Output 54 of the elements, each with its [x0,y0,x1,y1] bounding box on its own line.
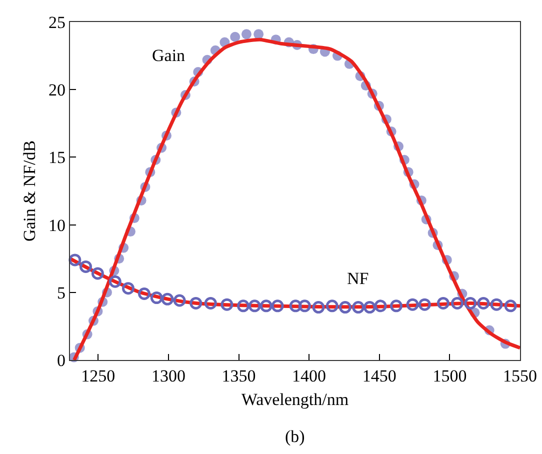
x-tick-label: 1500 [432,366,467,386]
y-tick-label: 0 [57,350,66,370]
y-tick-label: 10 [48,216,66,235]
point [248,300,261,312]
x-tick-label: 1550 [503,366,537,386]
point [80,260,92,273]
point [418,298,431,311]
point [190,296,202,310]
point [477,296,490,310]
y-tick-label: 25 [48,12,66,32]
x-axis-title: Wavelength/nm [241,390,349,409]
point [204,296,217,310]
point [220,298,234,311]
point [68,254,82,266]
point [241,29,252,40]
point [173,294,186,307]
point [464,296,477,310]
y-tick-label: 20 [48,80,66,100]
point [363,301,376,314]
point [490,298,503,311]
y-axis-title: Gain & NF/dB [20,140,40,242]
point [338,301,352,314]
point [504,300,517,312]
point [230,32,240,42]
text: (b) [285,427,305,446]
point [237,300,250,312]
point [289,300,302,312]
point [326,300,338,312]
x-tick-label: 1250 [81,366,116,386]
x-tick-label: 1450 [362,366,396,386]
point [352,301,365,314]
x-tick-label: 1400 [292,366,326,386]
y-tick-label: 5 [57,283,66,302]
point [122,282,134,295]
point [374,300,387,312]
annotation: NF [347,269,369,288]
point [271,300,284,312]
point [298,300,311,312]
x-tick-label: 1300 [151,366,186,386]
point [91,267,104,280]
annotation: Gain [152,46,186,65]
x-tick-label: 1350 [222,366,256,386]
point [406,298,419,311]
point [451,296,464,310]
point [260,300,272,312]
point [390,300,402,312]
point [150,292,163,304]
point [108,275,122,288]
point [254,29,264,40]
point [312,301,325,314]
point [436,296,450,310]
point [161,292,174,306]
y-tick-label: 15 [48,148,66,168]
point [138,288,150,300]
